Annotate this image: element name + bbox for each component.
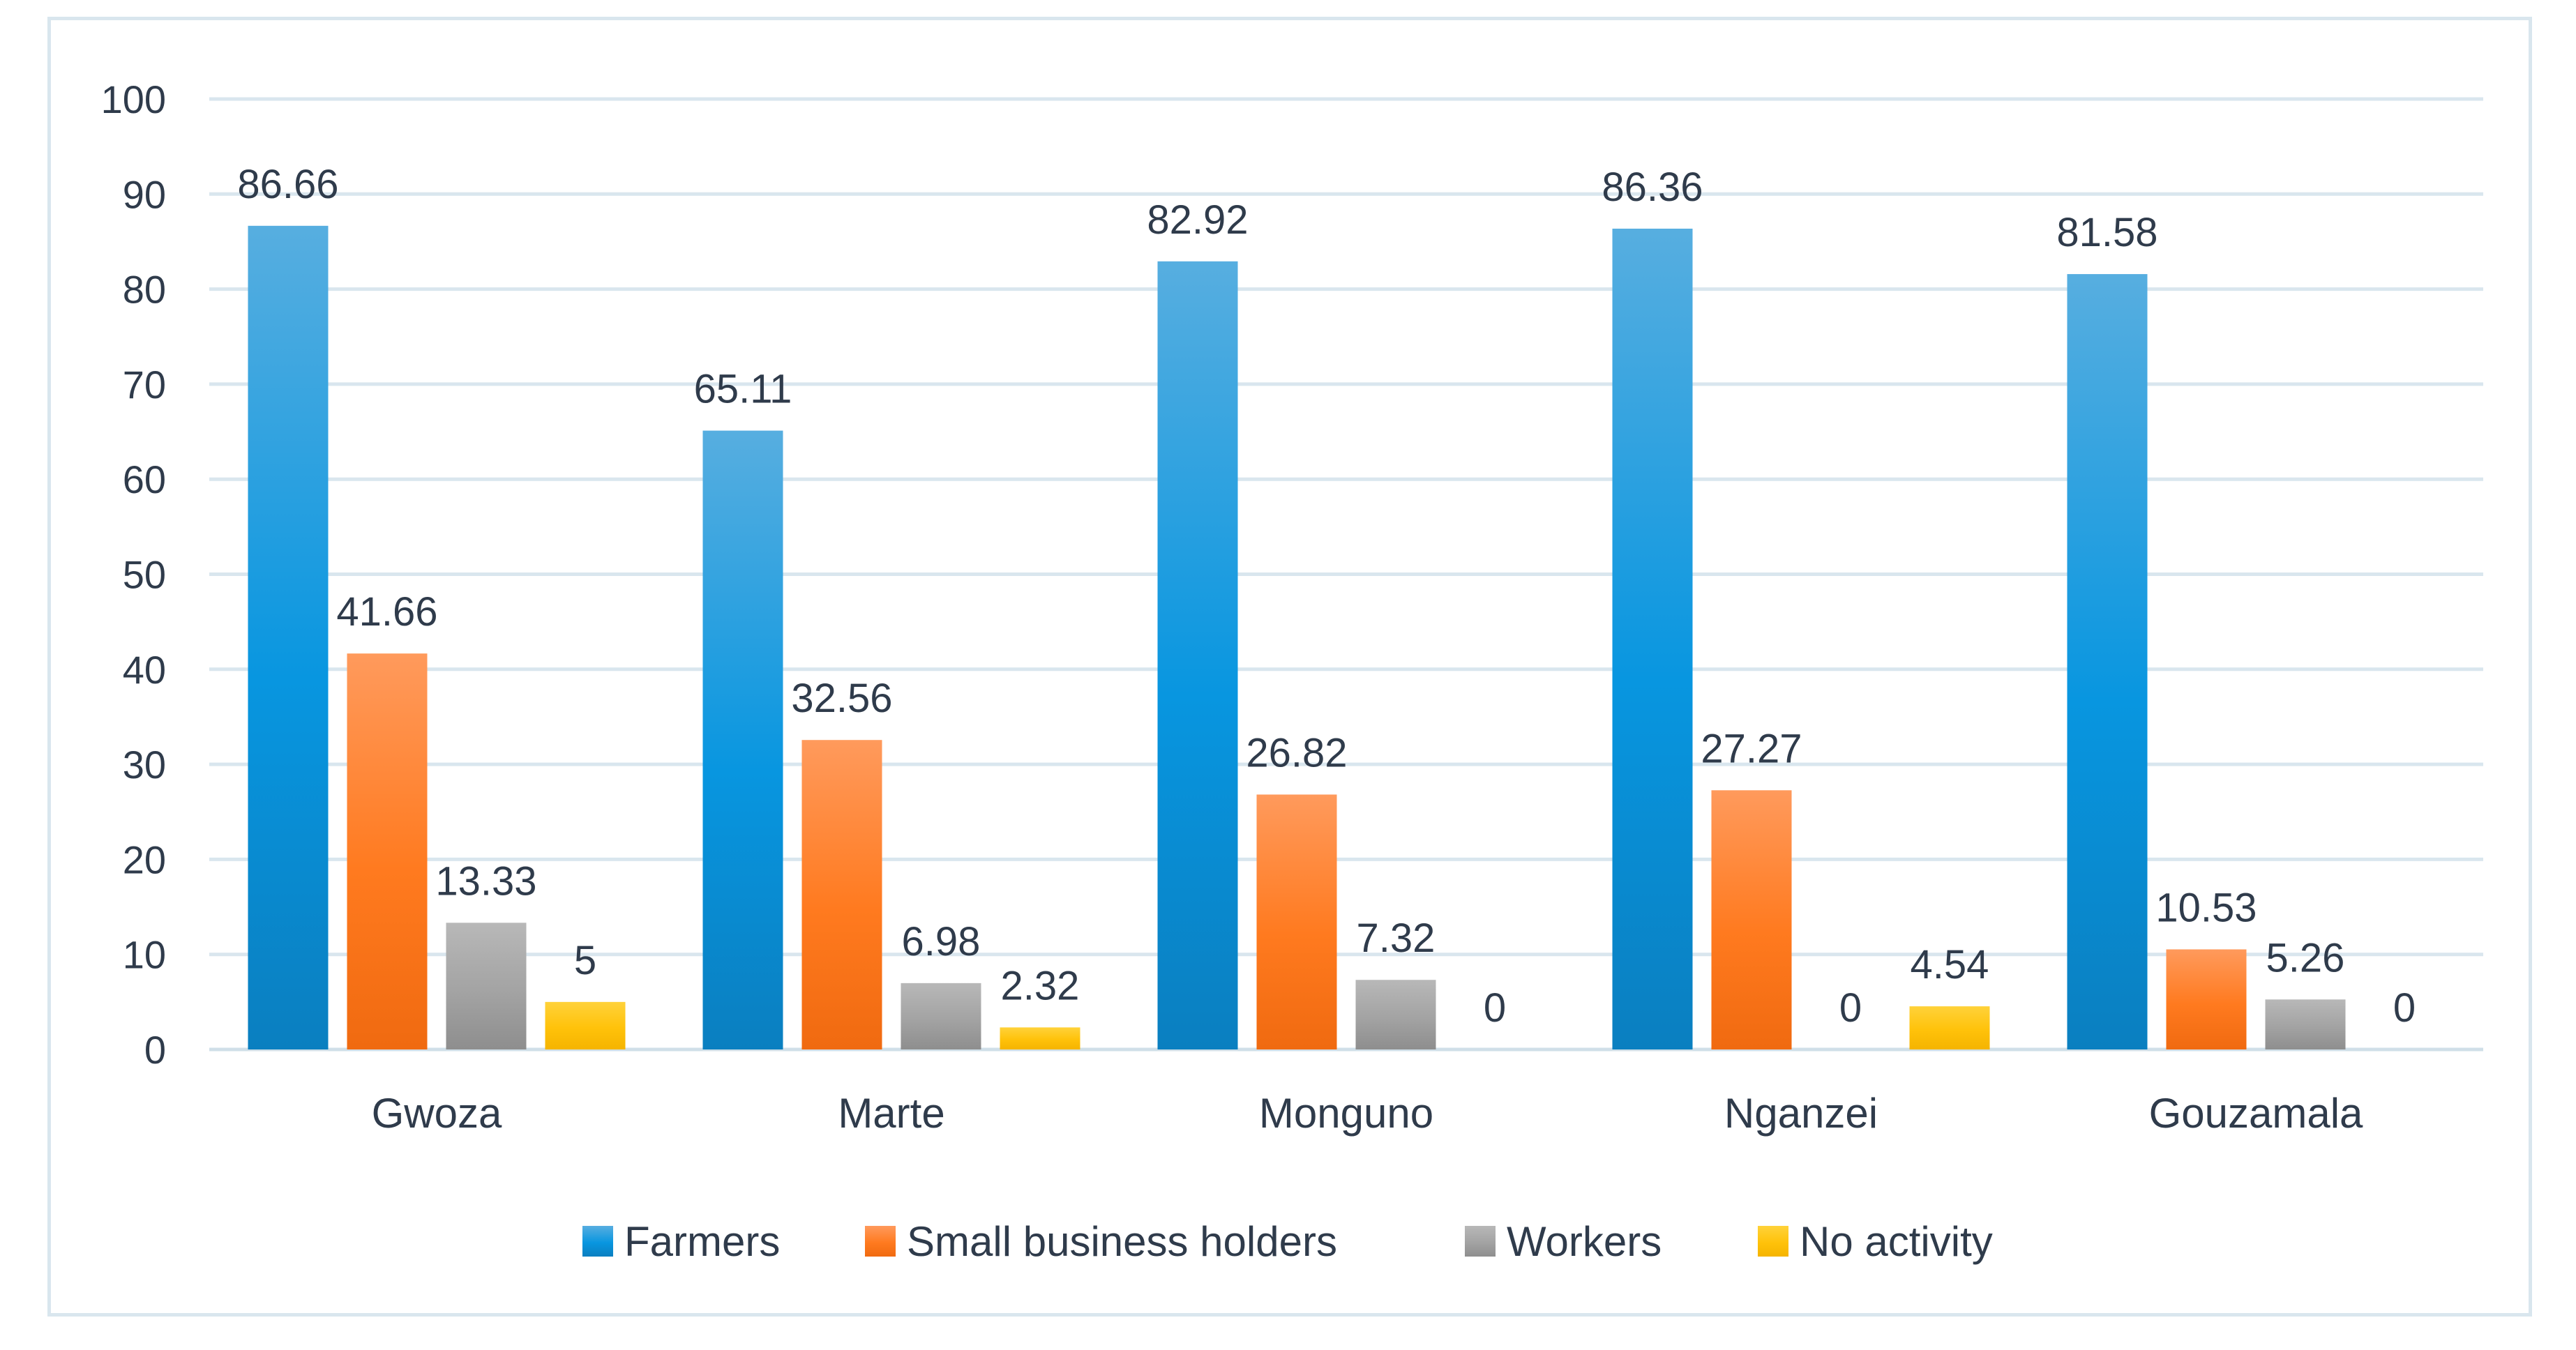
bar-farmers-marte bbox=[702, 430, 783, 1049]
data-label: 32.56 bbox=[791, 676, 892, 721]
bar-workers-monguno bbox=[1355, 980, 1436, 1049]
data-label: 0 bbox=[2393, 985, 2416, 1031]
y-tick-label: 20 bbox=[123, 837, 166, 881]
data-label: 4.54 bbox=[1911, 942, 1989, 987]
y-tick-label: 0 bbox=[144, 1028, 166, 1072]
y-tick-label: 40 bbox=[123, 648, 166, 692]
data-label: 41.66 bbox=[336, 589, 437, 635]
data-label: 10.53 bbox=[2155, 885, 2257, 930]
bar-small-business-holders-marte bbox=[801, 740, 882, 1049]
data-label: 6.98 bbox=[902, 919, 981, 964]
data-label: 5.26 bbox=[2266, 935, 2345, 980]
data-label: 81.58 bbox=[2056, 210, 2157, 255]
category-label: Monguno bbox=[1259, 1090, 1433, 1137]
bar-farmers-nganzei bbox=[1612, 228, 1693, 1049]
legend-label: Small business holders bbox=[907, 1218, 1337, 1265]
bar-no-activity-gwoza bbox=[545, 1001, 626, 1049]
x-axis-categories: Gwoza Marte Monguno Nganzei Gouzamala bbox=[372, 1090, 2363, 1137]
bar-workers-gwoza bbox=[446, 923, 527, 1049]
bar-small-business-holders-gouzamala bbox=[2166, 949, 2247, 1049]
bar-small-business-holders-monguno bbox=[1256, 794, 1337, 1049]
y-tick-label: 60 bbox=[123, 457, 166, 501]
bar-farmers-monguno bbox=[1157, 261, 1238, 1049]
y-tick-label: 30 bbox=[123, 743, 166, 787]
bar-farmers-gouzamala bbox=[2067, 274, 2148, 1050]
data-label: 2.32 bbox=[1001, 963, 1080, 1008]
legend-swatch-no-activity bbox=[1758, 1226, 1788, 1257]
bar-small-business-holders-gwoza bbox=[347, 653, 428, 1049]
category-label: Gouzamala bbox=[2149, 1090, 2363, 1137]
y-tick-label: 50 bbox=[123, 553, 166, 597]
bar-small-business-holders-nganzei bbox=[1711, 790, 1792, 1049]
data-label: 65.11 bbox=[694, 367, 792, 412]
data-label: 86.66 bbox=[237, 162, 338, 207]
legend-swatch-farmers bbox=[582, 1226, 613, 1257]
data-label: 0 bbox=[1484, 985, 1506, 1031]
legend-swatch-workers bbox=[1465, 1226, 1496, 1257]
data-label: 7.32 bbox=[1357, 916, 1436, 961]
data-labels: 86.66 41.66 13.33 5 65.11 32.56 6.98 2.32 82.92 2… bbox=[237, 162, 2416, 1031]
legend-label: Workers bbox=[1507, 1218, 1662, 1265]
data-label: 0 bbox=[1839, 985, 1862, 1031]
bar-no-activity-nganzei bbox=[1909, 1006, 1990, 1049]
category-label: Nganzei bbox=[1724, 1090, 1878, 1137]
bar-workers-gouzamala bbox=[2265, 999, 2346, 1049]
bar-farmers-gwoza bbox=[248, 225, 329, 1049]
y-tick-label: 80 bbox=[123, 268, 166, 312]
data-label: 82.92 bbox=[1147, 197, 1248, 243]
data-label: 27.27 bbox=[1701, 726, 1802, 771]
bars bbox=[248, 225, 2346, 1050]
bar-workers-marte bbox=[901, 983, 981, 1049]
category-label: Marte bbox=[838, 1090, 944, 1137]
legend-label: No activity bbox=[1800, 1218, 1993, 1265]
y-axis-ticks: 0 10 20 30 40 50 60 70 80 90 100 bbox=[101, 77, 166, 1072]
category-label: Gwoza bbox=[372, 1090, 502, 1137]
legend-swatch-small-business-holders bbox=[865, 1226, 896, 1257]
data-label: 5 bbox=[574, 938, 596, 983]
data-label: 86.36 bbox=[1602, 165, 1703, 210]
data-label: 13.33 bbox=[435, 858, 536, 904]
y-tick-label: 70 bbox=[123, 363, 166, 407]
legend-label: Farmers bbox=[624, 1218, 780, 1265]
y-tick-label: 100 bbox=[101, 77, 166, 121]
data-label: 26.82 bbox=[1246, 730, 1347, 775]
legend: Farmers Small business holders Workers No a… bbox=[582, 1218, 1993, 1265]
y-tick-label: 90 bbox=[123, 172, 166, 216]
y-tick-label: 10 bbox=[123, 933, 166, 977]
bar-no-activity-marte bbox=[1000, 1027, 1080, 1049]
